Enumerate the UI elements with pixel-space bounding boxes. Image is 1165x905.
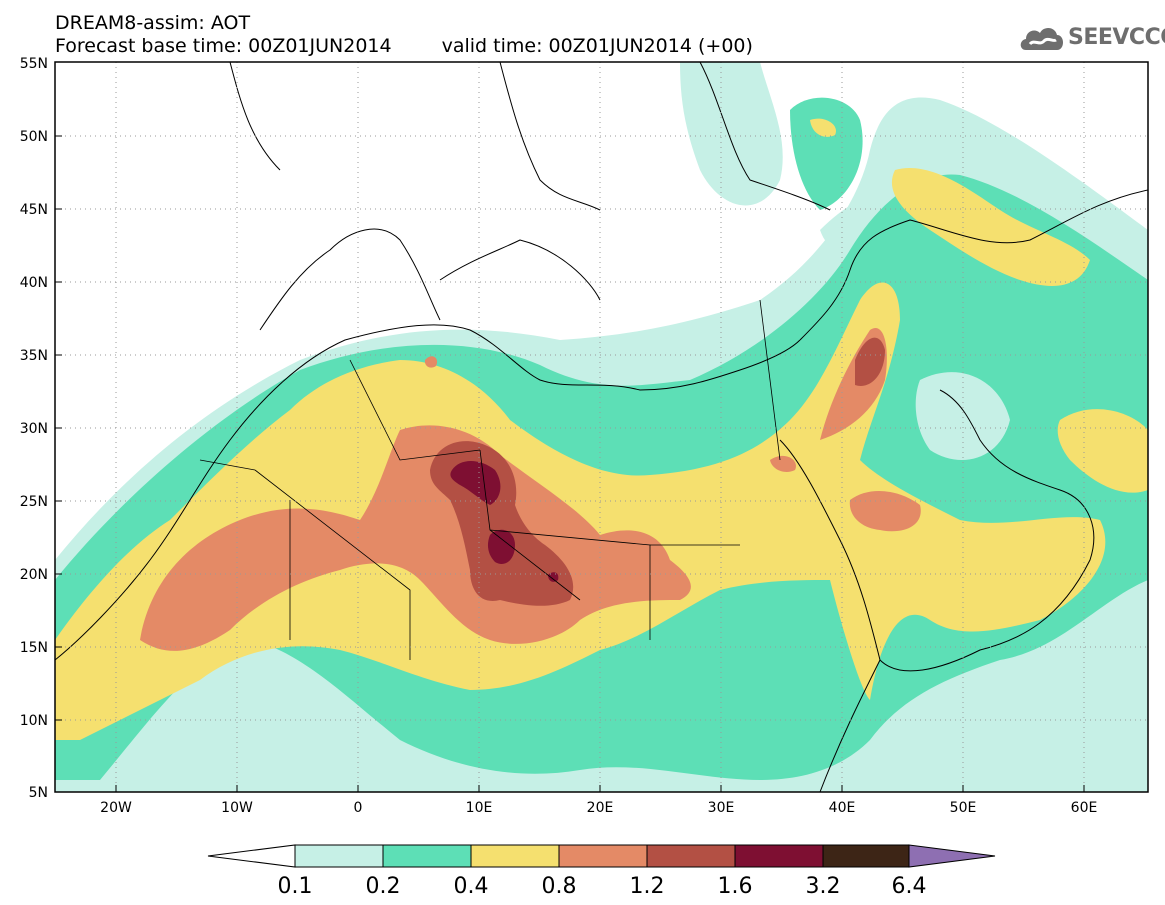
lon-labels: 20W 10W 0 10E 20E 30E 40E 50E 60E — [100, 800, 1097, 816]
coastlines — [55, 62, 1148, 792]
lon-label: 0 — [354, 800, 363, 816]
lon-label: 20E — [587, 800, 614, 816]
band-1-6 — [450, 461, 559, 582]
base-time: Forecast base time: 00Z01JUN2014 — [55, 35, 392, 57]
lat-label: 55N — [20, 56, 48, 72]
lat-label: 5N — [29, 785, 48, 801]
colorbar-label: 1.6 — [718, 874, 753, 899]
time-info: Forecast base time: 00Z01JUN2014 valid ti… — [55, 35, 753, 57]
colorbar-swatch — [294, 844, 384, 868]
colorbar-swatch — [822, 844, 910, 868]
colorbar-label: 0.4 — [454, 874, 489, 899]
colorbar-label: 1.2 — [630, 874, 665, 899]
lat-label: 40N — [20, 275, 48, 291]
aot-contours — [55, 62, 1148, 792]
colorbar-swatch — [734, 844, 824, 868]
colorbar-low-arrow — [207, 844, 296, 868]
lat-label: 10N — [20, 713, 48, 729]
graticule — [55, 62, 1148, 792]
lat-label: 30N — [20, 421, 48, 437]
colorbar — [207, 844, 996, 868]
lat-label: 15N — [20, 640, 48, 656]
lat-labels: 55N 50N 45N 40N 35N 30N 25N 20N 15N 10N … — [20, 56, 48, 801]
colorbar-swatch — [646, 844, 736, 868]
colorbar-label: 0.1 — [278, 874, 313, 899]
cloud-icon — [1020, 27, 1063, 50]
colorbar-label: 0.8 — [542, 874, 577, 899]
colorbar-swatch — [382, 844, 472, 868]
colorbar-label: 3.2 — [806, 874, 841, 899]
valid-time: valid time: 00Z01JUN2014 (+00) — [441, 35, 753, 57]
lat-label: 50N — [20, 129, 48, 145]
map-title: DREAM8-assim: AOT — [55, 12, 251, 34]
colorbar-labels: 0.1 0.2 0.4 0.8 1.2 1.6 3.2 6.4 — [278, 874, 927, 899]
lon-label: 60E — [1071, 800, 1098, 816]
lon-label: 50E — [950, 800, 977, 816]
lat-label: 20N — [20, 567, 48, 583]
lat-label: 45N — [20, 202, 48, 218]
colorbar-swatch — [558, 844, 648, 868]
colorbar-label: 0.2 — [366, 874, 401, 899]
country-borders — [199, 299, 781, 660]
lon-label: 40E — [829, 800, 856, 816]
seevccc-logo: SEEVCCC — [1018, 22, 1165, 56]
map-frame — [54, 61, 1149, 793]
lon-label: 10E — [466, 800, 493, 816]
colorbar-swatch — [470, 844, 560, 868]
colorbar-label: 6.4 — [892, 874, 927, 899]
lon-label: 30E — [708, 800, 735, 816]
logo-text: SEEVCCC — [1068, 25, 1165, 50]
lon-label: 10W — [221, 800, 253, 816]
lat-label: 25N — [20, 494, 48, 510]
colorbar-high-arrow — [908, 844, 996, 868]
lon-label: 20W — [100, 800, 132, 816]
tick-marks — [55, 61, 1085, 792]
lat-label: 35N — [20, 348, 48, 364]
